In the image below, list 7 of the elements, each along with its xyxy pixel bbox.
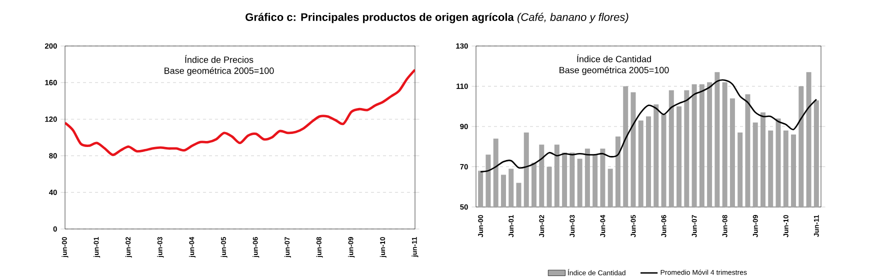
annotation: Base geométrica 2005=100 xyxy=(560,66,669,76)
annotation: Índice de Cantidad xyxy=(577,54,651,62)
line-series xyxy=(480,79,818,172)
annotation: Base geométrica 2005=100 xyxy=(164,67,274,76)
chart-title: Gráfico c: Principales productos de origen agrícola (Café, banano y flores) xyxy=(246,12,628,24)
annotation: Índice de Precios xyxy=(185,55,254,63)
line-series xyxy=(65,68,415,156)
